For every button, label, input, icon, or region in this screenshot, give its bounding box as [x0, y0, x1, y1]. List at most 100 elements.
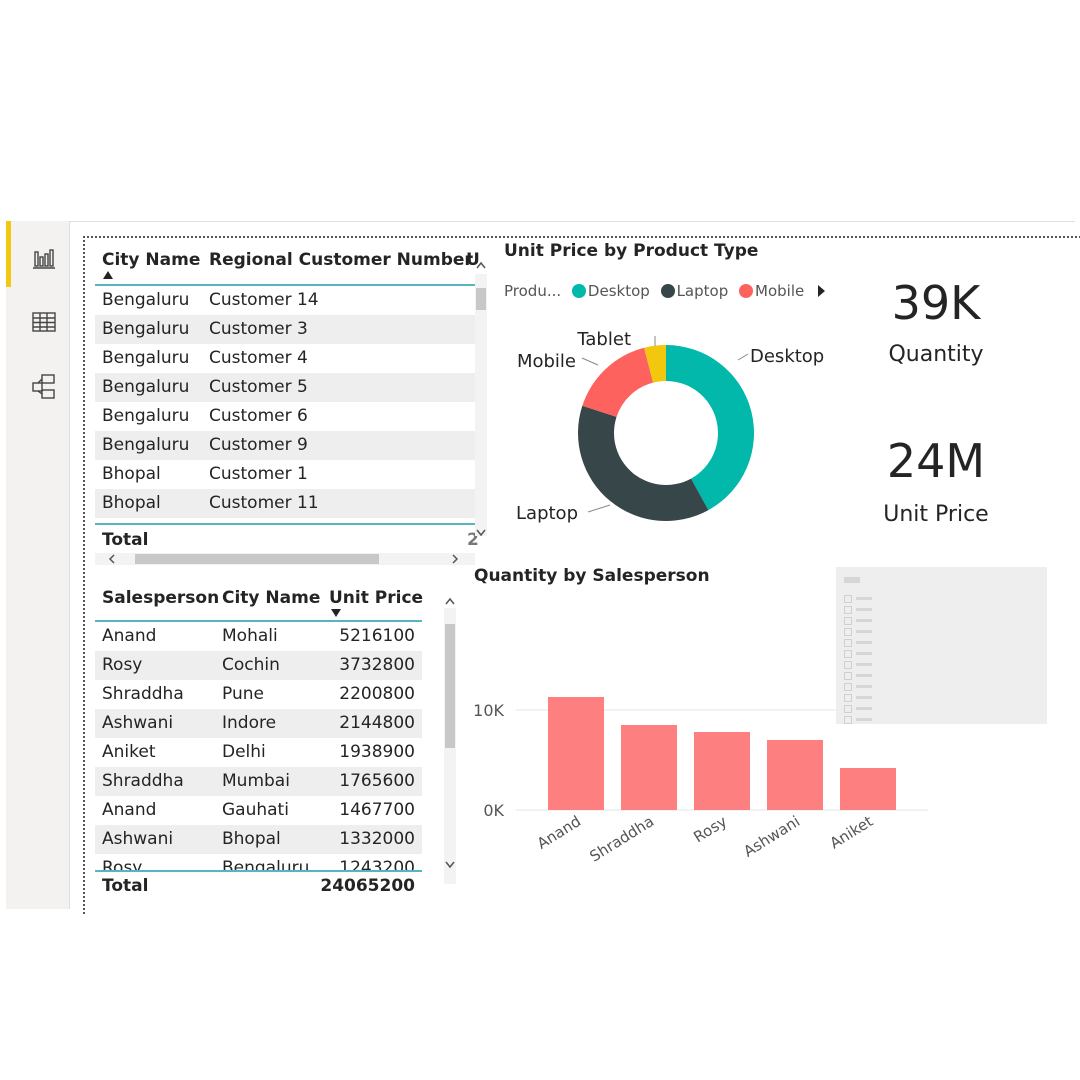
- legend-desktop[interactable]: Desktop: [587, 282, 650, 300]
- kpi-unit-price-label: Unit Price: [883, 502, 989, 527]
- cell-unit-price: 2200800: [339, 684, 415, 704]
- donut-label-laptop: Laptop: [516, 503, 578, 524]
- table2-vscroll-thumb[interactable]: [445, 624, 455, 748]
- table-row[interactable]: Rosy Bengaluru 1243200: [95, 854, 422, 870]
- cell-salesperson: Rosy: [102, 858, 143, 870]
- data-view-icon[interactable]: [30, 308, 58, 336]
- col-header-salesperson[interactable]: Salesperson: [102, 588, 220, 608]
- cell-city: Bengaluru: [102, 348, 190, 368]
- cell-salesperson: Shraddha: [102, 684, 184, 704]
- placeholder-checkbox: [844, 595, 852, 603]
- donut-slice-mobile[interactable]: [582, 347, 654, 417]
- legend-mobile[interactable]: Mobile: [755, 282, 805, 300]
- bar-anand[interactable]: [548, 697, 604, 810]
- table1-vscroll[interactable]: [475, 274, 487, 536]
- table-row[interactable]: Rosy Cochin 3732800: [95, 651, 422, 680]
- table-row[interactable]: Shraddha Mumbai 1765600: [95, 767, 422, 796]
- table-row[interactable]: Bengaluru Customer 4: [95, 344, 475, 373]
- selected-page-frame: [83, 236, 1080, 914]
- col-header-regional-customer-number[interactable]: Regional Customer Number: [209, 250, 473, 270]
- table1-hscroll-thumb[interactable]: [135, 554, 379, 564]
- legend-laptop[interactable]: Laptop: [676, 282, 729, 300]
- table-row[interactable]: Bengaluru Customer 9: [95, 431, 475, 460]
- table-row[interactable]: Bengaluru Customer 3: [95, 315, 475, 344]
- placeholder-line: [856, 696, 872, 699]
- table-row[interactable]: Bengaluru Customer 14: [95, 286, 475, 315]
- bar-aniket[interactable]: [840, 768, 896, 810]
- scroll-down-icon[interactable]: [475, 528, 487, 538]
- donut-slice-tablet[interactable]: [644, 345, 666, 383]
- bar-shraddha[interactable]: [621, 725, 677, 810]
- placeholder-checkbox: [844, 606, 852, 614]
- cell-salesperson: Ashwani: [102, 829, 174, 849]
- scroll-up-icon[interactable]: [475, 260, 487, 270]
- cell-salesperson: Shraddha: [102, 771, 184, 791]
- scroll-right-icon[interactable]: [450, 553, 460, 565]
- col-header-unit-price[interactable]: Unit Price: [329, 588, 424, 608]
- placeholder-slicer-visual[interactable]: [836, 567, 1047, 724]
- cell-city: Bengaluru: [222, 858, 310, 870]
- placeholder-checkbox: [844, 650, 852, 658]
- donut-slice-laptop[interactable]: [578, 405, 709, 521]
- bar-ashwani[interactable]: [767, 740, 823, 810]
- model-view-icon[interactable]: [30, 372, 58, 400]
- scroll-up-icon[interactable]: [444, 596, 456, 606]
- table2-total-value: 24065200: [320, 876, 415, 896]
- bar-chart: 0K 10K Anand Shraddha Rosy Ashwani Aniket: [473, 697, 928, 866]
- donut-leader-line: [737, 353, 749, 361]
- table-row[interactable]: Anand Mohali 5216100: [95, 622, 422, 651]
- table2-total-label: Total: [102, 876, 149, 896]
- donut-chart-title: Unit Price by Product Type: [504, 241, 759, 261]
- placeholder-checkbox: [844, 628, 852, 636]
- donut-label-tablet: Tablet: [576, 329, 631, 350]
- table-row[interactable]: Shraddha Pune 2200800: [95, 680, 422, 709]
- table-row[interactable]: Ashwani Bhopal 1332000: [95, 825, 422, 854]
- cell-city: Bengaluru: [102, 319, 190, 339]
- legend-next-icon[interactable]: [815, 283, 827, 299]
- cell-unit-price: 1467700: [339, 800, 415, 820]
- cell-city: Mumbai: [222, 771, 290, 791]
- x-tick-ashwani: Ashwani: [740, 812, 803, 861]
- placeholder-checkbox: [844, 639, 852, 647]
- col-header-truncated[interactable]: U: [466, 250, 480, 270]
- donut-leader-line: [581, 357, 599, 366]
- table-row[interactable]: Bhopal Customer 1: [95, 460, 475, 489]
- nav-active-indicator: [6, 221, 11, 287]
- col-header-city-name[interactable]: City Name: [102, 250, 201, 270]
- col-header-city-name[interactable]: City Name: [222, 588, 321, 608]
- placeholder-checkbox: [844, 705, 852, 713]
- bar-rosy[interactable]: [694, 732, 750, 810]
- table-row[interactable]: Bengaluru Customer 5: [95, 373, 475, 402]
- sort-desc-icon: [331, 609, 341, 617]
- cell-salesperson: Anand: [102, 626, 157, 646]
- table-row[interactable]: Anand Gauhati 1467700: [95, 796, 422, 825]
- placeholder-line: [856, 641, 872, 644]
- cell-city: Gauhati: [222, 800, 289, 820]
- bar-chart-title: Quantity by Salesperson: [474, 566, 710, 586]
- scroll-left-icon[interactable]: [107, 553, 117, 565]
- total-divider: [95, 870, 422, 872]
- report-view-icon[interactable]: [30, 244, 58, 272]
- total-divider: [95, 523, 475, 525]
- table-row[interactable]: Aniket Delhi 1938900: [95, 738, 422, 767]
- table-row[interactable]: Bhopal Customer 11: [95, 489, 475, 518]
- sort-asc-icon: [103, 271, 113, 279]
- placeholder-title: [844, 577, 860, 583]
- scroll-down-icon[interactable]: [444, 860, 456, 870]
- x-tick-anand: Anand: [534, 812, 584, 853]
- placeholder-line: [856, 663, 872, 666]
- cell-city: Delhi: [222, 742, 266, 762]
- donut-slice-desktop[interactable]: [666, 345, 754, 511]
- placeholder-checkbox: [844, 617, 852, 625]
- table-row[interactable]: Ashwani Indore 2144800: [95, 709, 422, 738]
- placeholder-line: [856, 597, 872, 600]
- donut-legend[interactable]: Produ... Desktop Laptop Mobile: [504, 282, 804, 300]
- cell-salesperson: Anand: [102, 800, 157, 820]
- table-row[interactable]: Bengaluru Customer 6: [95, 402, 475, 431]
- left-nav: [6, 221, 70, 909]
- table1-vscroll-thumb[interactable]: [476, 288, 486, 310]
- cell-city: Pune: [222, 684, 264, 704]
- placeholder-checkbox: [844, 661, 852, 669]
- x-tick-aniket: Aniket: [827, 812, 877, 852]
- cell-unit-price: 1332000: [339, 829, 415, 849]
